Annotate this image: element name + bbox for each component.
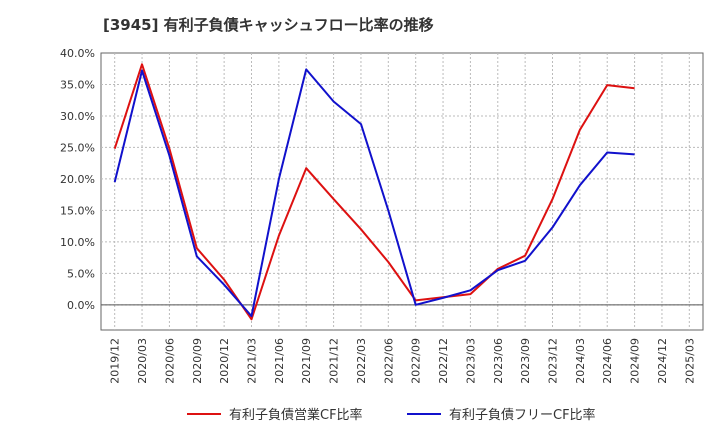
plot-area xyxy=(100,52,704,331)
x-tick-label: 2021/12 xyxy=(328,338,341,384)
y-tick-label: 35.0% xyxy=(60,78,95,91)
x-tick-label: 2022/09 xyxy=(410,338,423,384)
series-line-2 xyxy=(113,68,635,318)
y-tick-label: 10.0% xyxy=(60,236,95,249)
legend-label-2: 有利子負債フリーCF比率 xyxy=(449,407,596,423)
y-tick-label: 20.0% xyxy=(60,173,95,186)
x-tick-label: 2024/06 xyxy=(601,338,614,384)
x-tick-label: 2021/03 xyxy=(246,338,259,384)
x-tick-label: 2020/03 xyxy=(136,338,149,384)
x-tick-label: 2025/03 xyxy=(683,338,696,384)
x-tick-label: 2023/09 xyxy=(519,338,532,384)
y-axis-labels: 0.0% 5.0% 10.0% 15.0% 20.0% 25.0% 30.0% 35.0% 40… xyxy=(60,47,95,312)
y-tick-label: 25.0% xyxy=(60,141,95,154)
x-tick-label: 2020/06 xyxy=(163,338,176,384)
y-tick-label: 40.0% xyxy=(60,47,95,60)
x-tick-label: 2020/09 xyxy=(191,338,204,384)
chart-title: [3945] 有利子負債キャッシュフロー比率の推移 xyxy=(103,16,434,34)
y-tick-label: 15.0% xyxy=(60,204,95,217)
x-tick-label: 2024/03 xyxy=(574,338,587,384)
x-tick-label: 2021/06 xyxy=(273,338,286,384)
x-tick-label: 2022/03 xyxy=(355,338,368,384)
legend: 有利子負債営業CF比率 有利子負債フリーCF比率 xyxy=(187,407,596,423)
y-tick-label: 5.0% xyxy=(67,267,95,280)
x-axis-labels: 2019/12 2020/03 2020/06 2020/09 2020/12 2021/… xyxy=(109,338,697,384)
y-tick-label: 0.0% xyxy=(67,299,95,312)
x-tick-label: 2020/12 xyxy=(218,338,231,384)
x-tick-label: 2023/12 xyxy=(547,338,560,384)
x-tick-label: 2024/09 xyxy=(629,338,642,384)
x-tick-label: 2021/09 xyxy=(300,338,313,384)
x-tick-label: 2022/06 xyxy=(382,338,395,384)
x-tick-label: 2019/12 xyxy=(109,338,122,384)
x-tick-label: 2024/12 xyxy=(656,338,669,384)
y-tick-label: 30.0% xyxy=(60,110,95,123)
x-tick-label: 2022/12 xyxy=(437,338,450,384)
x-tick-label: 2023/03 xyxy=(464,338,477,384)
series-line-1 xyxy=(113,63,635,321)
legend-label-1: 有利子負債営業CF比率 xyxy=(229,407,363,423)
x-tick-label: 2023/06 xyxy=(492,338,505,384)
series-layer xyxy=(113,63,635,321)
